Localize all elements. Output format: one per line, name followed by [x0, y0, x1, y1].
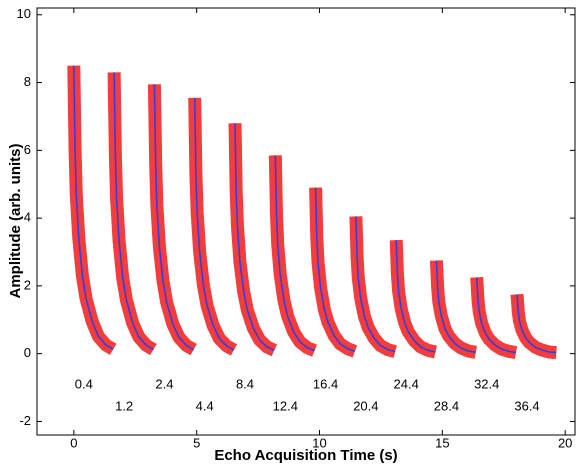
annotation: 20.4: [353, 398, 378, 413]
y-tick-label: 6: [24, 142, 31, 157]
plot-frame: [36, 7, 576, 436]
x-tick-label: 20: [558, 435, 572, 450]
annotation: 2.4: [155, 376, 173, 391]
annotation: 36.4: [514, 398, 539, 413]
annotation: 12.4: [273, 398, 298, 413]
annotation: 4.4: [196, 398, 214, 413]
data-band: [67, 65, 557, 360]
annotation: 32.4: [474, 376, 499, 391]
annotation: 1.2: [115, 398, 133, 413]
annotation: 24.4: [394, 376, 419, 391]
fit-line: [73, 65, 557, 354]
y-tick-label: -2: [19, 413, 31, 428]
annotation: 28.4: [434, 398, 459, 413]
y-tick-label: 10: [17, 6, 31, 21]
x-tick-label: 5: [193, 435, 200, 450]
y-tick-label: 4: [24, 210, 31, 225]
x-tick-label: 15: [435, 435, 449, 450]
y-axis-title: Amplitude (arb. units): [7, 144, 24, 299]
y-tick-label: 2: [24, 277, 31, 292]
x-axis-title: Echo Acquisition Time (s): [214, 447, 397, 464]
y-tick-label: 8: [24, 74, 31, 89]
annotation: 0.4: [75, 376, 93, 391]
x-tick-label: 0: [70, 435, 77, 450]
annotation: 8.4: [236, 376, 254, 391]
x-tick-label: 10: [312, 435, 326, 450]
y-tick-label: 0: [24, 345, 31, 360]
annotation: 16.4: [313, 376, 338, 391]
